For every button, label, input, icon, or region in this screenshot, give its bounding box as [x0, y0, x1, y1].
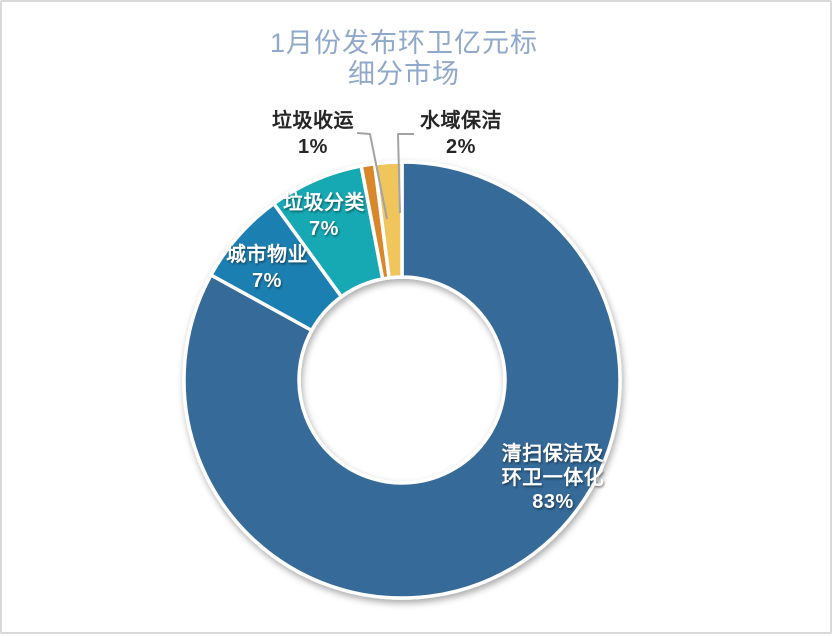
slice-label-2-line-1: 城市物业: [226, 242, 308, 266]
slice-label-1-line-3: 83%: [532, 491, 574, 513]
leader-line-slice-5: [397, 133, 414, 214]
slice-label-4-line-2: 1%: [298, 136, 328, 158]
donut-slices-group: [182, 160, 622, 600]
slice-label-2-line-2: 7%: [252, 270, 282, 292]
slice-label-5-line-2: 2%: [446, 136, 476, 158]
slice-label-4-line-1: 垃圾收运: [272, 108, 354, 132]
leader-line-slice-4: [356, 132, 388, 220]
chart-title-line-1: 1月份发布环卫亿元标: [269, 28, 539, 58]
donut-slice-1: [182, 160, 622, 600]
slice-label-3-line-1: 垃圾分类: [283, 190, 365, 214]
slice-label-1-line-1: 清扫保洁及: [502, 441, 605, 465]
chart-title: 1月份发布环卫亿元标 细分市场: [2, 28, 806, 90]
chart-title-line-2: 细分市场: [348, 59, 460, 89]
leader-lines-group: [356, 132, 414, 220]
slice-label-1-line-2: 环卫一体化: [502, 465, 605, 489]
slice-label-5-line-1: 水域保洁: [420, 108, 502, 132]
slice-label-3-line-2: 7%: [309, 218, 339, 240]
